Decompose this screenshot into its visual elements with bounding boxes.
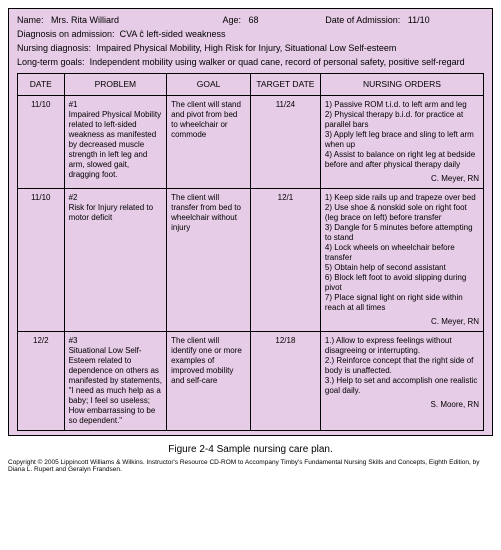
dx-label: Diagnosis on admission: (17, 29, 115, 39)
orders-cell: 1.) Allow to express feelings without di… (320, 331, 483, 430)
target-cell: 12/1 (250, 188, 320, 331)
signature: S. Moore, RN (325, 400, 479, 410)
table-row: 11/10#1Impaired Physical Mobility relate… (18, 95, 484, 188)
problem-cell: #3Situational Low Self-Esteem related to… (64, 331, 167, 430)
header-row-goals: Long-term goals: Independent mobility us… (17, 57, 484, 67)
table-row: 11/10#2Risk for Injury related to motor … (18, 188, 484, 331)
orders-cell: 1) Keep side rails up and trapeze over b… (320, 188, 483, 331)
date-cell: 11/10 (18, 95, 65, 188)
signature: C. Meyer, RN (325, 317, 479, 327)
dx-value: CVA ĉ left-sided weakness (120, 29, 226, 39)
care-plan-table: DATE PROBLEM GOAL TARGET DATE NURSING OR… (17, 73, 484, 431)
name-value: Mrs. Rita Williard (51, 15, 119, 25)
col-date: DATE (18, 74, 65, 96)
name-label: Name: (17, 15, 44, 25)
problem-number: #3 (69, 336, 163, 346)
header-row-1: Name: Mrs. Rita Williard Age: 68 Date of… (17, 15, 484, 25)
problem-cell: #1Impaired Physical Mobility related to … (64, 95, 167, 188)
problem-number: #1 (69, 100, 163, 110)
signature: C. Meyer, RN (325, 174, 479, 184)
goal-cell: The client will stand and pivot from bed… (167, 95, 251, 188)
age-value: 68 (249, 15, 259, 25)
figure-caption: Figure 2-4 Sample nursing care plan. (8, 444, 493, 455)
doa-value: 11/10 (408, 15, 430, 25)
ndx-label: Nursing diagnosis: (17, 43, 91, 53)
col-goal: GOAL (167, 74, 251, 96)
orders-cell: 1) Passive ROM t.i.d. to left arm and le… (320, 95, 483, 188)
copyright-line: Copyright © 2005 Lippincott Williams & W… (8, 459, 493, 475)
care-plan-card: Name: Mrs. Rita Williard Age: 68 Date of… (8, 8, 493, 436)
col-problem: PROBLEM (64, 74, 167, 96)
table-header-row: DATE PROBLEM GOAL TARGET DATE NURSING OR… (18, 74, 484, 96)
ndx-value: Impaired Physical Mobility, High Risk fo… (96, 43, 396, 53)
header-row-ndx: Nursing diagnosis: Impaired Physical Mob… (17, 43, 484, 53)
table-row: 12/2#3Situational Low Self-Esteem relate… (18, 331, 484, 430)
goal-cell: The client will transfer from bed to whe… (167, 188, 251, 331)
col-orders: NURSING ORDERS (320, 74, 483, 96)
goals-value: Independent mobility using walker or qua… (90, 57, 465, 67)
problem-text: Risk for Injury related to motor deficit (69, 203, 163, 223)
doa-label: Date of Admission: (325, 15, 400, 25)
age-label: Age: (222, 15, 241, 25)
target-cell: 11/24 (250, 95, 320, 188)
date-cell: 12/2 (18, 331, 65, 430)
problem-text: Situational Low Self-Esteem related to d… (69, 346, 163, 426)
problem-cell: #2Risk for Injury related to motor defic… (64, 188, 167, 331)
goal-cell: The client will identify one or more exa… (167, 331, 251, 430)
problem-text: Impaired Physical Mobility related to le… (69, 110, 163, 180)
problem-number: #2 (69, 193, 163, 203)
target-cell: 12/18 (250, 331, 320, 430)
header-row-dx: Diagnosis on admission: CVA ĉ left-sided… (17, 29, 484, 39)
col-target: TARGET DATE (250, 74, 320, 96)
date-cell: 11/10 (18, 188, 65, 331)
goals-label: Long-term goals: (17, 57, 85, 67)
